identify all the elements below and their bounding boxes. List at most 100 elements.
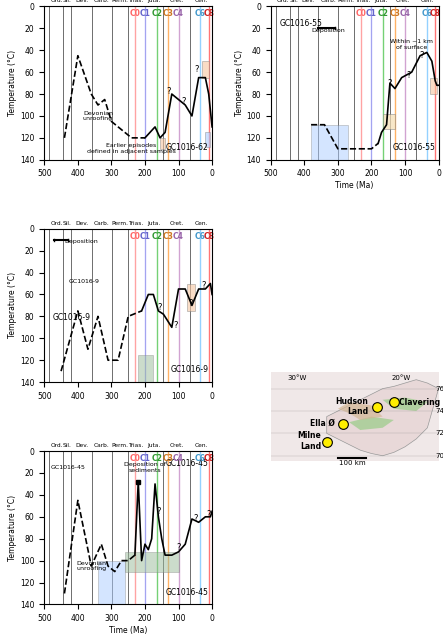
Text: Ella Ø: Ella Ø — [310, 419, 334, 428]
Text: C3: C3 — [163, 232, 174, 241]
Text: ?: ? — [166, 87, 171, 96]
Text: C6: C6 — [421, 10, 432, 19]
Text: C1: C1 — [140, 232, 151, 241]
Text: C6: C6 — [195, 10, 206, 19]
Text: C3: C3 — [163, 10, 174, 19]
Text: Dev.: Dev. — [75, 221, 88, 226]
Text: C3: C3 — [389, 10, 400, 19]
Text: ?: ? — [406, 71, 411, 80]
Text: Deposition: Deposition — [311, 28, 345, 33]
Bar — [160, 138, 165, 149]
Text: Cret.: Cret. — [396, 0, 410, 3]
Text: ?: ? — [156, 507, 161, 516]
Text: Trias.: Trias. — [128, 443, 144, 448]
Text: Cret.: Cret. — [170, 443, 184, 448]
Text: C8: C8 — [203, 232, 214, 241]
Text: Trias.: Trias. — [355, 0, 370, 3]
Text: Dev.: Dev. — [75, 443, 88, 448]
Text: 76°N: 76°N — [435, 386, 443, 392]
X-axis label: Time (Ma): Time (Ma) — [109, 626, 148, 635]
Text: Carb.: Carb. — [94, 443, 109, 448]
Text: ?: ? — [188, 299, 193, 308]
Text: Cen.: Cen. — [194, 221, 208, 226]
Polygon shape — [349, 417, 394, 430]
Text: Cret.: Cret. — [170, 221, 184, 226]
Bar — [311, 125, 348, 159]
Text: GC1016-45: GC1016-45 — [166, 588, 209, 597]
Text: GC1016-62: GC1016-62 — [166, 143, 209, 152]
Text: GC1016-45: GC1016-45 — [51, 465, 85, 470]
Text: C4: C4 — [173, 10, 184, 19]
Text: C8: C8 — [203, 10, 214, 19]
Text: C1: C1 — [140, 10, 151, 19]
Text: Dev.: Dev. — [302, 0, 315, 3]
Bar — [430, 78, 437, 94]
Text: Sil.: Sil. — [290, 0, 299, 3]
Text: Juta.: Juta. — [148, 0, 161, 3]
Text: Dev.: Dev. — [75, 0, 88, 3]
Text: C6: C6 — [195, 454, 206, 463]
Text: Perm.: Perm. — [111, 0, 128, 3]
Y-axis label: Temperature (°C): Temperature (°C) — [8, 494, 17, 561]
Bar — [125, 552, 179, 572]
Text: C2: C2 — [151, 454, 162, 463]
Text: GC1016-55: GC1016-55 — [392, 143, 435, 152]
Text: Perm.: Perm. — [338, 0, 355, 3]
Text: Within ~1 km
of surface: Within ~1 km of surface — [390, 39, 433, 50]
Bar — [202, 61, 209, 78]
Text: 70°N: 70°N — [435, 453, 443, 458]
Text: Deposition: Deposition — [64, 239, 98, 244]
Text: Juta.: Juta. — [148, 443, 161, 448]
Text: C0: C0 — [129, 232, 140, 241]
Text: 20°W: 20°W — [391, 376, 411, 381]
Bar — [138, 355, 153, 382]
Text: Ord.: Ord. — [50, 443, 62, 448]
Text: 72°N: 72°N — [435, 430, 443, 437]
Text: Sil.: Sil. — [63, 0, 72, 3]
Text: ?: ? — [195, 66, 199, 75]
Text: GC1016-55: GC1016-55 — [279, 19, 322, 28]
Polygon shape — [338, 402, 383, 420]
Y-axis label: Temperature (°C): Temperature (°C) — [8, 273, 17, 338]
Text: Carb.: Carb. — [94, 0, 109, 3]
Text: C0: C0 — [356, 10, 367, 19]
Text: Cen.: Cen. — [194, 443, 208, 448]
Text: C8: C8 — [430, 10, 441, 19]
Text: GC1016-9: GC1016-9 — [171, 365, 209, 374]
Text: ?: ? — [181, 97, 186, 106]
Text: ?: ? — [420, 51, 424, 60]
Text: Clavering Ø: Clavering Ø — [400, 397, 443, 406]
Text: C1: C1 — [140, 454, 151, 463]
Text: GC1016-9: GC1016-9 — [53, 313, 91, 322]
Text: Cret.: Cret. — [170, 0, 184, 3]
Text: ?: ? — [202, 281, 206, 290]
Text: Carb.: Carb. — [94, 221, 109, 226]
Bar — [187, 284, 195, 311]
Text: Perm.: Perm. — [111, 221, 128, 226]
Text: ?: ? — [158, 303, 162, 312]
Text: ?: ? — [388, 78, 392, 87]
Text: C2: C2 — [151, 232, 162, 241]
Text: Hudson
Land: Hudson Land — [335, 397, 368, 416]
Text: C0: C0 — [129, 10, 140, 19]
Text: Milne
Land: Milne Land — [297, 431, 321, 451]
Text: Juta.: Juta. — [374, 0, 387, 3]
Text: Carb.: Carb. — [320, 0, 336, 3]
Text: Devonian
unroofing: Devonian unroofing — [76, 561, 106, 572]
Text: C4: C4 — [173, 454, 184, 463]
Text: Cen.: Cen. — [421, 0, 434, 3]
Text: Ord.: Ord. — [50, 0, 62, 3]
Text: Sil.: Sil. — [63, 221, 72, 226]
Text: Earlier episodes
defined in adjacent samples: Earlier episodes defined in adjacent sam… — [87, 143, 176, 154]
Text: Devonian
unroofing: Devonian unroofing — [83, 111, 113, 122]
Bar — [383, 114, 395, 129]
Text: Deposition of
sediments: Deposition of sediments — [124, 462, 166, 473]
Text: C6: C6 — [195, 232, 206, 241]
Polygon shape — [383, 397, 427, 411]
Bar — [98, 561, 125, 604]
Text: C1: C1 — [366, 10, 377, 19]
Text: GC1016-9: GC1016-9 — [69, 279, 100, 284]
Text: C3: C3 — [163, 454, 174, 463]
Text: Juta.: Juta. — [148, 221, 161, 226]
Text: ?: ? — [206, 510, 211, 519]
